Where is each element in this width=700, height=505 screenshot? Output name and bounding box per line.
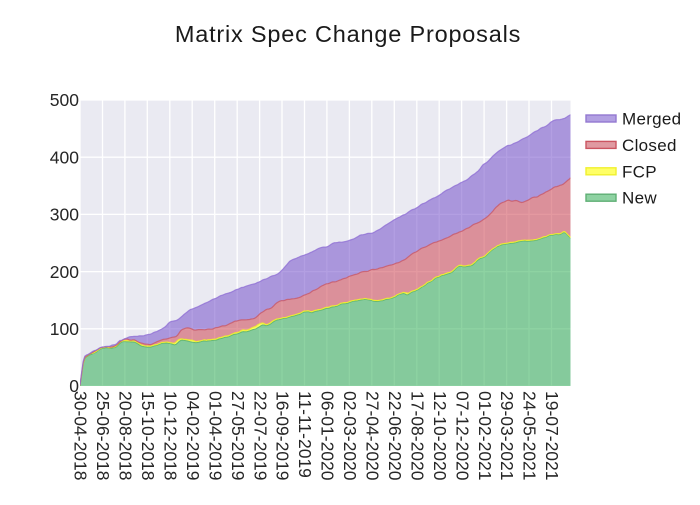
svg-text:15-10-2018: 15-10-2018	[138, 391, 158, 481]
svg-text:04-02-2019: 04-02-2019	[183, 391, 203, 481]
svg-text:10-12-2018: 10-12-2018	[161, 391, 181, 481]
svg-text:20-08-2018: 20-08-2018	[116, 391, 136, 481]
svg-text:11-11-2019: 11-11-2019	[295, 391, 315, 478]
svg-text:30-04-2018: 30-04-2018	[71, 391, 91, 481]
svg-text:500: 500	[50, 90, 79, 110]
svg-text:07-12-2020: 07-12-2020	[452, 391, 472, 481]
svg-text:24-05-2021: 24-05-2021	[520, 391, 540, 481]
svg-text:02-03-2020: 02-03-2020	[340, 391, 360, 481]
svg-text:FCP: FCP	[622, 162, 657, 181]
svg-text:06-01-2020: 06-01-2020	[318, 391, 338, 481]
svg-text:25-06-2018: 25-06-2018	[93, 391, 113, 481]
svg-text:01-02-2021: 01-02-2021	[475, 391, 495, 481]
svg-text:Merged: Merged	[622, 110, 681, 129]
svg-text:200: 200	[50, 262, 79, 282]
svg-text:12-10-2020: 12-10-2020	[430, 391, 450, 481]
svg-text:Matrix Spec Change Proposals: Matrix Spec Change Proposals	[175, 21, 521, 47]
svg-text:0: 0	[69, 376, 79, 396]
svg-text:19-07-2021: 19-07-2021	[542, 391, 562, 481]
svg-text:New: New	[622, 189, 657, 208]
svg-text:300: 300	[50, 205, 79, 225]
svg-text:27-04-2020: 27-04-2020	[363, 391, 383, 481]
svg-text:16-09-2019: 16-09-2019	[273, 391, 293, 481]
svg-text:29-03-2021: 29-03-2021	[497, 391, 517, 481]
svg-text:22-06-2020: 22-06-2020	[385, 391, 405, 481]
svg-text:Closed: Closed	[622, 136, 677, 155]
svg-text:27-05-2019: 27-05-2019	[228, 391, 248, 481]
svg-text:17-08-2020: 17-08-2020	[407, 391, 427, 481]
svg-text:01-04-2019: 01-04-2019	[205, 391, 225, 481]
svg-text:400: 400	[50, 147, 79, 167]
svg-text:22-07-2019: 22-07-2019	[250, 391, 270, 481]
svg-text:100: 100	[50, 319, 79, 339]
